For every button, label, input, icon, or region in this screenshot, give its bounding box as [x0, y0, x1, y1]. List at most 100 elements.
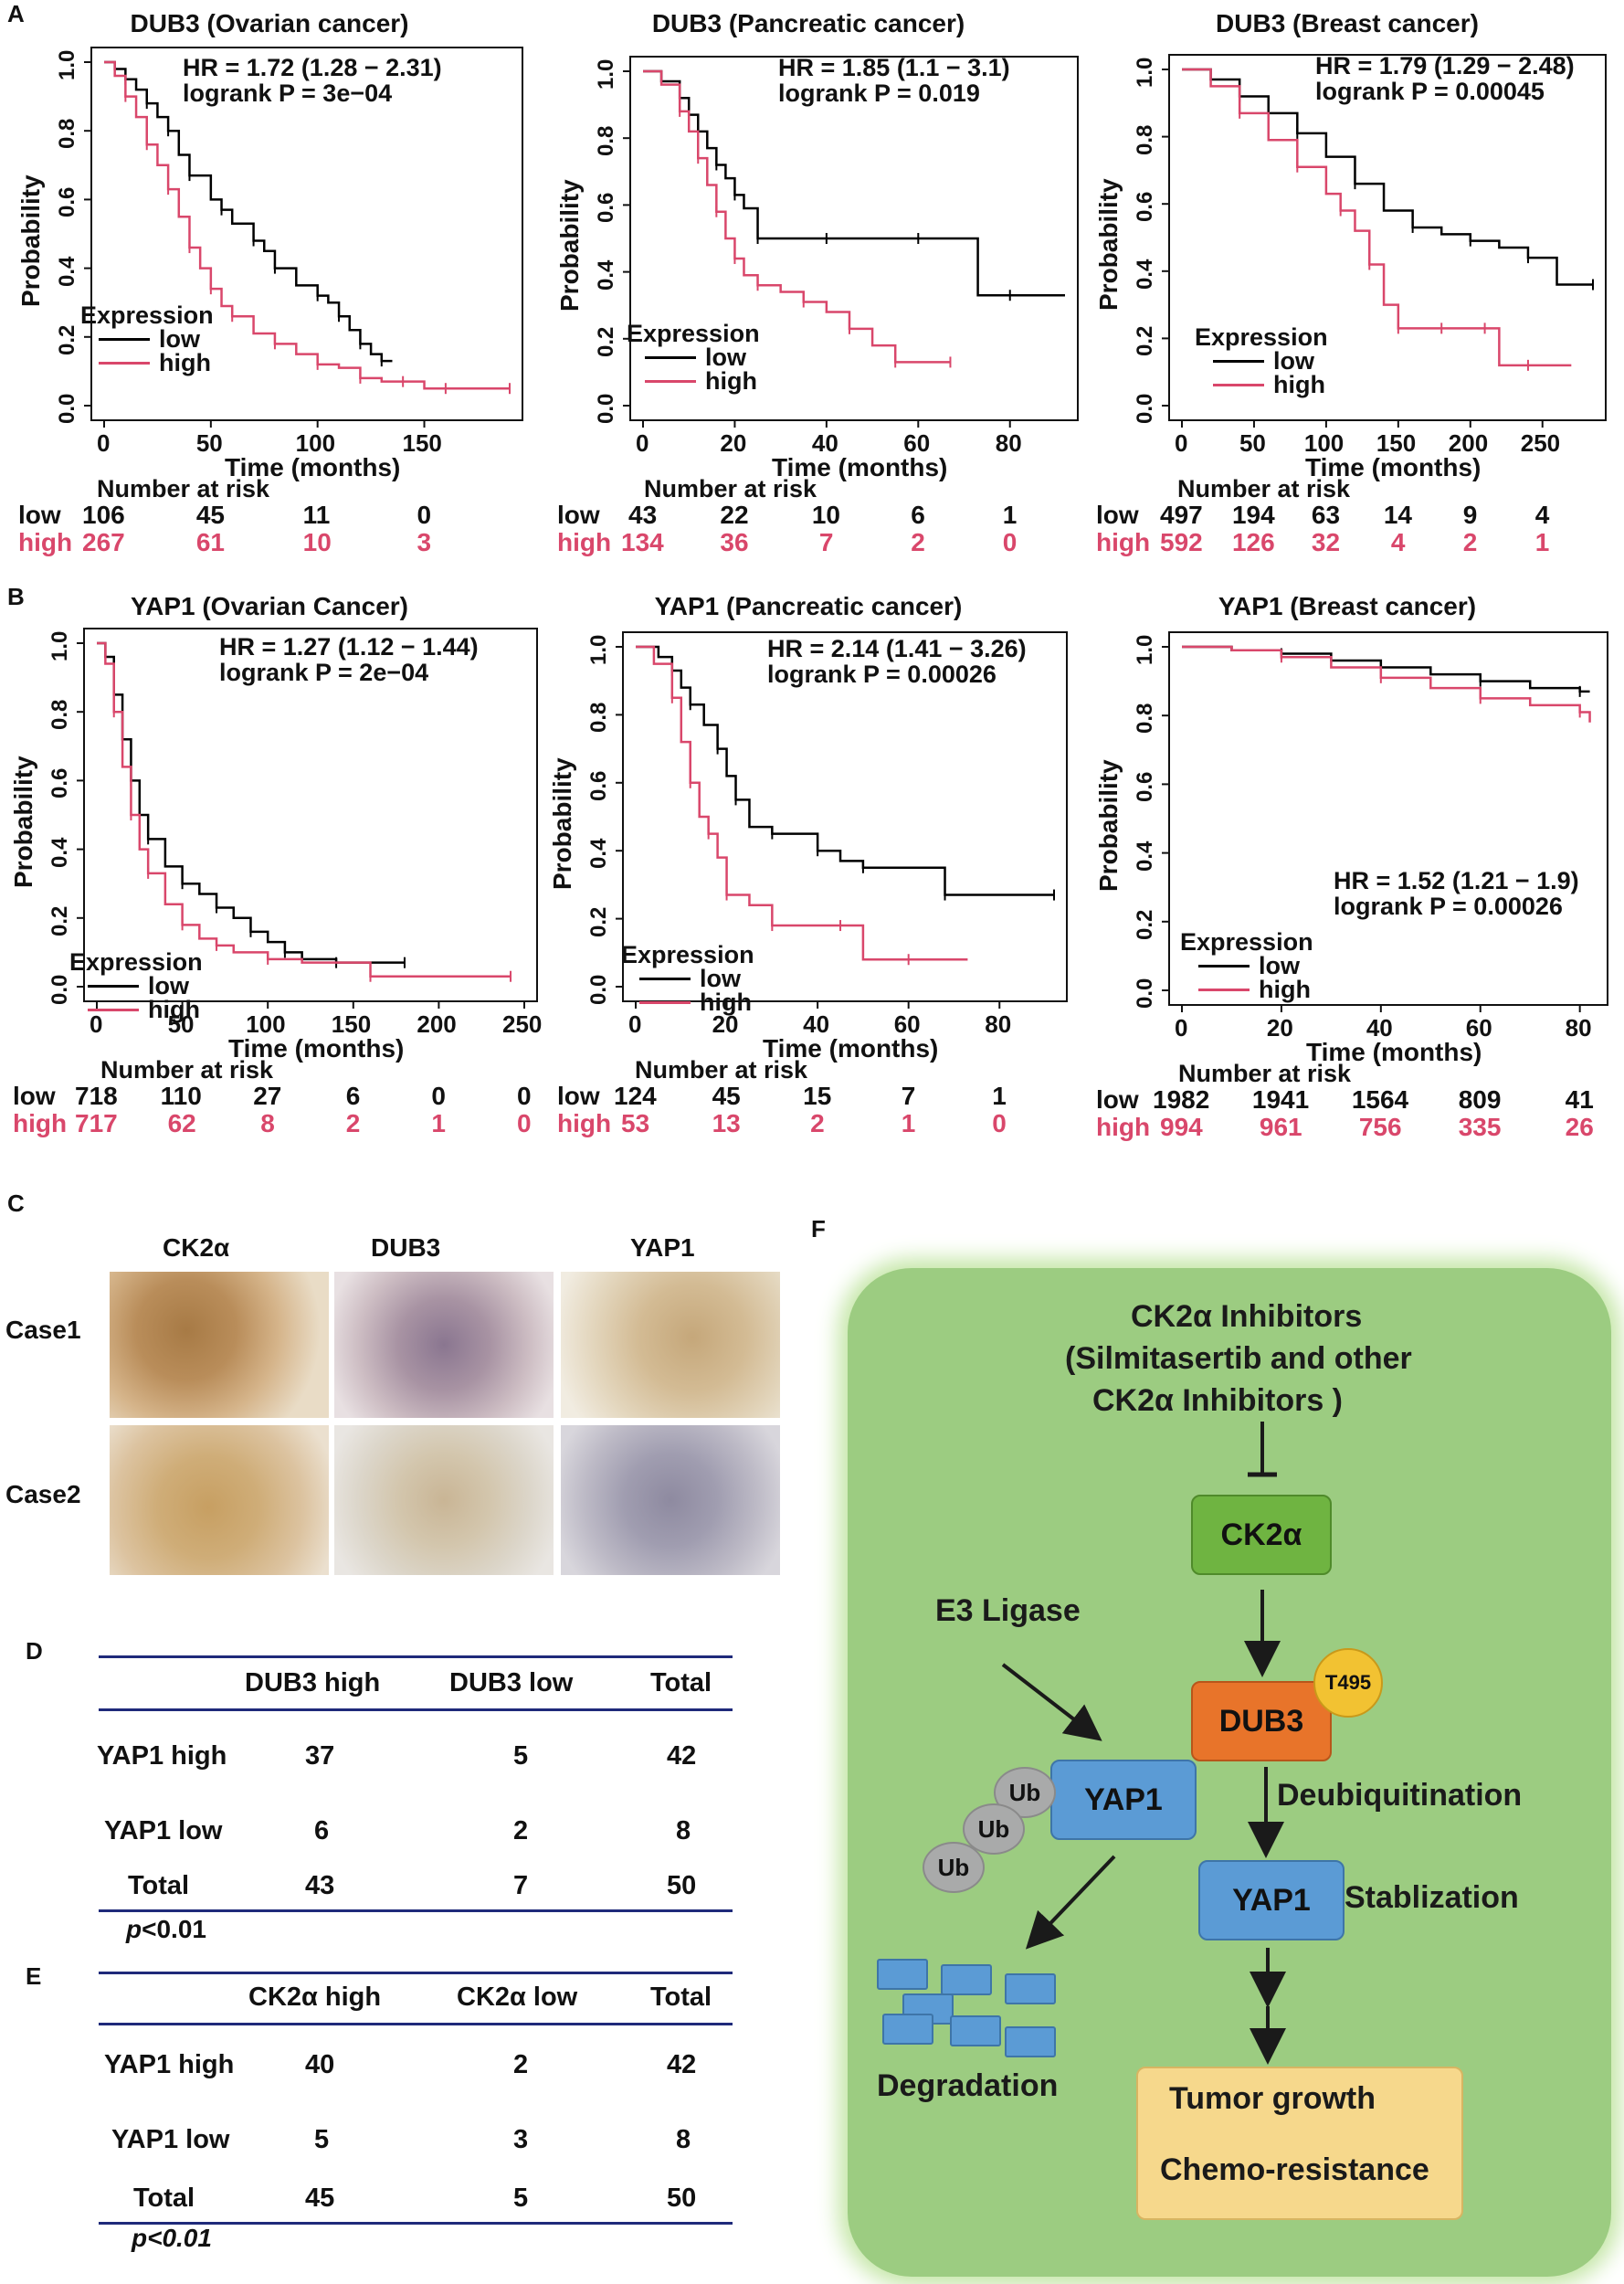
risk-row-low: low 124 45 15 7 1 [539, 1082, 1078, 1110]
km-panel: DUB3 (Ovarian cancer) 0.0 0.2 0.4 0.6 0.8 1.0 0… [0, 9, 539, 576]
risk-value: 1941 [1251, 1085, 1310, 1114]
legend-swatch [1198, 964, 1250, 968]
e3-ligase-label: E3 Ligase [935, 1593, 1081, 1628]
ck2a-label: CK2α [1220, 1517, 1302, 1552]
legend-swatch [1213, 359, 1264, 363]
table-d-cell: 6 [314, 1816, 330, 1845]
risk-value: 2 [345, 1109, 361, 1137]
ubiquitin-3: Ub [923, 1842, 985, 1893]
risk-value: 994 [1160, 1113, 1203, 1141]
ihc-image-case1-yap1 [561, 1272, 780, 1418]
yap1-stabilized-box: YAP1 [1198, 1860, 1345, 1940]
x-axis-label: Time (months) [763, 1034, 939, 1063]
risk-value: 26 [1565, 1113, 1594, 1141]
x-tick-label: 60 [893, 1010, 921, 1038]
x-tick-label: 50 [1239, 429, 1266, 457]
risk-row-high: high 53 13 2 1 0 [539, 1109, 1078, 1137]
table-e-cell: 45 [305, 2184, 335, 2213]
number-at-risk-title: Number at risk [1177, 475, 1351, 502]
x-tick-label: 20 [712, 1010, 739, 1038]
km-svg [616, 631, 1068, 1009]
table-e-row-label: YAP1 low [111, 2125, 230, 2154]
legend-title: Expression [627, 320, 760, 347]
legend-swatch [88, 1008, 139, 1011]
risk-value: 1 [1534, 528, 1550, 556]
hazard-ratio-text: HR = 1.79 (1.29 − 2.48) logrank P = 0.000… [1315, 53, 1575, 104]
plot-frame [622, 631, 1068, 1002]
table-d: DUB3 high DUB3 low Total YAP1 high 37 5 … [97, 1655, 733, 1920]
x-tick-label: 0 [90, 1010, 103, 1038]
table-d-cell: 8 [676, 1816, 691, 1845]
table-d-header-2: DUB3 low [449, 1668, 574, 1697]
legend-entry-low: low [627, 344, 760, 371]
table-d-cell: 50 [667, 1871, 697, 1900]
risk-value: 22 [720, 501, 749, 529]
legend-label: high [705, 367, 757, 395]
risk-value: 717 [75, 1109, 118, 1137]
panel-letter-e: E [26, 1962, 42, 1990]
x-tick-label: 150 [1376, 429, 1417, 457]
plot-frame [1168, 54, 1607, 421]
risk-value: 4 [1390, 528, 1406, 556]
legend-title: Expression [1180, 928, 1313, 956]
table-e-cell: 5 [314, 2125, 330, 2154]
risk-row-label: low [18, 501, 61, 529]
table-d-header-rule [99, 1708, 733, 1711]
risk-value: 43 [628, 501, 658, 529]
legend-entry-low: low [1195, 349, 1328, 374]
x-tick-label: 200 [1448, 429, 1489, 457]
x-tick-label: 250 [502, 1010, 543, 1038]
table-d-cell: 42 [667, 1741, 697, 1771]
legend-swatch [639, 1000, 691, 1004]
legend-swatch [639, 977, 691, 980]
legend-label: high [159, 349, 211, 376]
risk-value: 15 [803, 1082, 832, 1110]
ihc-col-yap1: YAP1 [630, 1233, 695, 1262]
t495-label: T495 [1324, 1671, 1372, 1694]
risk-row-high: high 994 961 756 335 26 [1078, 1113, 1617, 1141]
risk-value: 756 [1358, 1113, 1402, 1141]
degraded-fragment [1005, 2026, 1056, 2057]
chart-title: YAP1 (Pancreatic cancer) [654, 592, 963, 620]
x-tick-label: 20 [1266, 1014, 1293, 1042]
risk-value: 8 [260, 1109, 275, 1137]
number-at-risk-title: Number at risk [100, 1056, 274, 1084]
legend-label: high [700, 989, 752, 1016]
risk-value: 2 [1462, 528, 1478, 556]
table-d-pvalue: p<0.01 [126, 1915, 206, 1944]
risk-value: 1 [1002, 501, 1018, 529]
risk-row-label: high [557, 528, 612, 556]
risk-row-label: low [1096, 501, 1139, 529]
legend-entry-low: low [69, 974, 203, 999]
ihc-row-case2: Case2 [5, 1480, 81, 1508]
risk-value: 32 [1311, 528, 1341, 556]
table-e-header-rule [99, 2023, 733, 2025]
risk-row-label: low [557, 1082, 600, 1110]
hazard-ratio: HR = 2.14 (1.41 − 3.26) [767, 635, 1027, 662]
risk-row-label: high [1096, 528, 1151, 556]
legend-label: high [1273, 371, 1325, 398]
risk-row-label: low [557, 501, 600, 529]
logrank-p: logrank P = 0.019 [778, 79, 980, 107]
risk-value: 106 [82, 501, 125, 529]
risk-row-high: high 592 126 32 4 2 1 [1078, 528, 1617, 556]
arrow-e3-to-yap1 [1001, 1663, 1102, 1741]
survival-curve-low [643, 69, 1065, 297]
risk-value: 0 [517, 1109, 532, 1137]
panel-letter-b: B [7, 583, 25, 610]
hazard-ratio-text: HR = 1.27 (1.12 − 1.44) logrank P = 2e−04 [219, 634, 479, 685]
ubiquitin-1-label: Ub [1008, 1778, 1041, 1806]
risk-row-low: low 43 22 10 6 1 [539, 501, 1078, 529]
ihc-image-case2-ck2a [110, 1425, 329, 1575]
legend: Expression low high [1195, 325, 1328, 397]
x-tick-label: 0 [628, 1010, 642, 1038]
legend-label: low [705, 344, 746, 371]
km-panel: DUB3 (Pancreatic cancer) 0.0 0.2 0.4 0.6 0.8 1… [539, 9, 1079, 576]
x-tick-label: 100 [1303, 429, 1345, 457]
legend-swatch [1213, 383, 1264, 386]
km-panel: YAP1 (Ovarian Cancer) 0.0 0.2 0.4 0.6 0.8 1.0 0… [0, 592, 543, 1158]
number-at-risk-title: Number at risk [644, 475, 817, 502]
number-at-risk-title: Number at risk [1178, 1060, 1352, 1087]
risk-value: 809 [1458, 1085, 1502, 1114]
